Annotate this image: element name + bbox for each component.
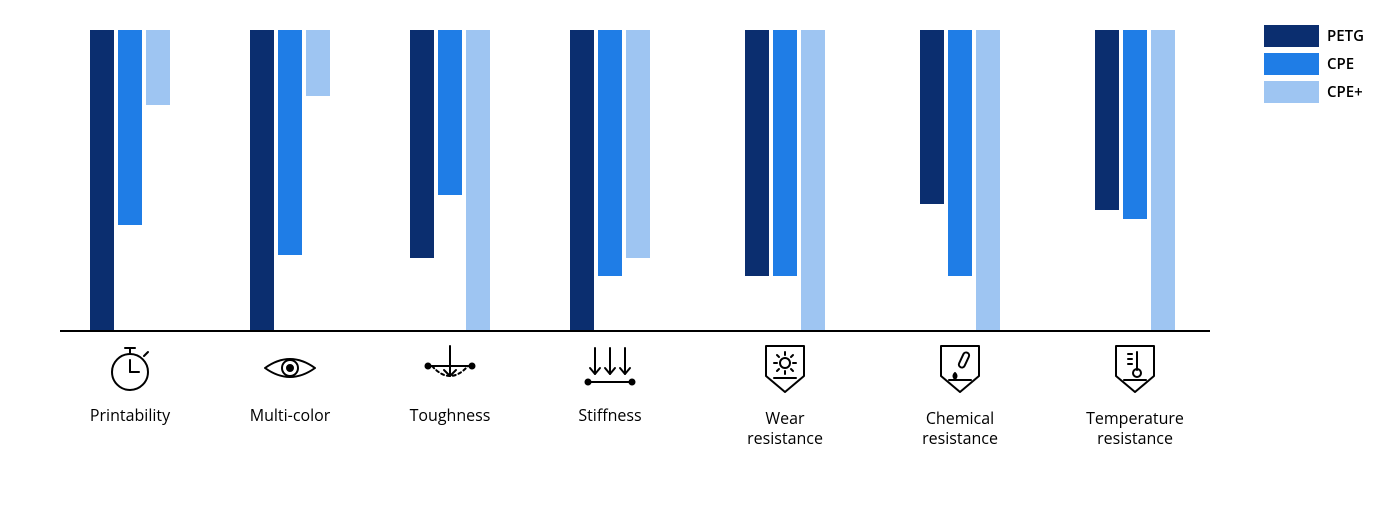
multicolor-icon xyxy=(230,340,350,395)
bar-group-chemical xyxy=(900,30,1020,330)
bar-multicolor-petg xyxy=(250,30,274,330)
category-label-temperature: Temperatureresistance xyxy=(1075,335,1195,448)
legend-label: CPE xyxy=(1327,54,1354,74)
x-axis-labels: Printability Multi-color Toughness Stiffnes… xyxy=(60,335,1210,505)
chart-container: Printability Multi-color Toughness Stiffnes… xyxy=(0,0,1394,510)
wear-icon xyxy=(725,340,845,398)
legend-item-petg: PETG xyxy=(1264,25,1364,47)
bar-toughness-cpeplus xyxy=(466,30,490,330)
bar-stiffness-petg xyxy=(570,30,594,330)
category-label-printability: Printability xyxy=(70,335,190,425)
bar-printability-cpe xyxy=(118,30,142,225)
bar-toughness-cpe xyxy=(438,30,462,195)
bar-printability-cpeplus xyxy=(146,30,170,105)
category-label-chemical: Chemicalresistance xyxy=(900,335,1020,448)
category-label-text: Toughness xyxy=(390,405,510,425)
bar-wear-cpe xyxy=(773,30,797,276)
legend-swatch xyxy=(1264,25,1319,47)
category-label-stiffness: Stiffness xyxy=(550,335,670,425)
category-label-wear: Wearresistance xyxy=(725,335,845,448)
category-label-text: resistance xyxy=(725,428,845,448)
bar-printability-petg xyxy=(90,30,114,330)
chart-plot-area xyxy=(60,30,1210,332)
category-label-text: Chemical xyxy=(900,408,1020,428)
bar-temperature-cpeplus xyxy=(1151,30,1175,330)
legend-label: CPE+ xyxy=(1327,82,1363,102)
category-label-text: resistance xyxy=(900,428,1020,448)
legend-item-cpeplus: CPE+ xyxy=(1264,81,1364,103)
bar-stiffness-cpe xyxy=(598,30,622,276)
bar-group-wear xyxy=(725,30,845,330)
printability-icon xyxy=(70,340,190,395)
bar-stiffness-cpeplus xyxy=(626,30,650,258)
bar-chemical-cpeplus xyxy=(976,30,1000,330)
bar-toughness-petg xyxy=(410,30,434,258)
bar-chemical-cpe xyxy=(948,30,972,276)
legend: PETG CPE CPE+ xyxy=(1264,25,1364,109)
stiffness-icon xyxy=(550,340,670,395)
bar-wear-cpeplus xyxy=(801,30,825,330)
legend-item-cpe: CPE xyxy=(1264,53,1364,75)
bar-group-stiffness xyxy=(550,30,670,330)
bar-wear-petg xyxy=(745,30,769,276)
bar-chemical-petg xyxy=(920,30,944,204)
chemical-icon xyxy=(900,340,1020,398)
category-label-text: Multi-color xyxy=(230,405,350,425)
category-label-text: Printability xyxy=(70,405,190,425)
category-label-toughness: Toughness xyxy=(390,335,510,425)
bar-group-toughness xyxy=(390,30,510,330)
category-label-text: Temperature xyxy=(1075,408,1195,428)
bar-multicolor-cpeplus xyxy=(306,30,330,96)
category-label-multicolor: Multi-color xyxy=(230,335,350,425)
toughness-icon xyxy=(390,340,510,395)
bar-temperature-petg xyxy=(1095,30,1119,210)
legend-swatch xyxy=(1264,53,1319,75)
legend-label: PETG xyxy=(1327,26,1364,46)
category-label-text: resistance xyxy=(1075,428,1195,448)
temperature-icon xyxy=(1075,340,1195,398)
bar-multicolor-cpe xyxy=(278,30,302,255)
bar-group-temperature xyxy=(1075,30,1195,330)
bar-group-printability xyxy=(70,30,190,330)
category-label-text: Stiffness xyxy=(550,405,670,425)
legend-swatch xyxy=(1264,81,1319,103)
bar-temperature-cpe xyxy=(1123,30,1147,219)
category-label-text: Wear xyxy=(725,408,845,428)
bar-group-multicolor xyxy=(230,30,350,330)
